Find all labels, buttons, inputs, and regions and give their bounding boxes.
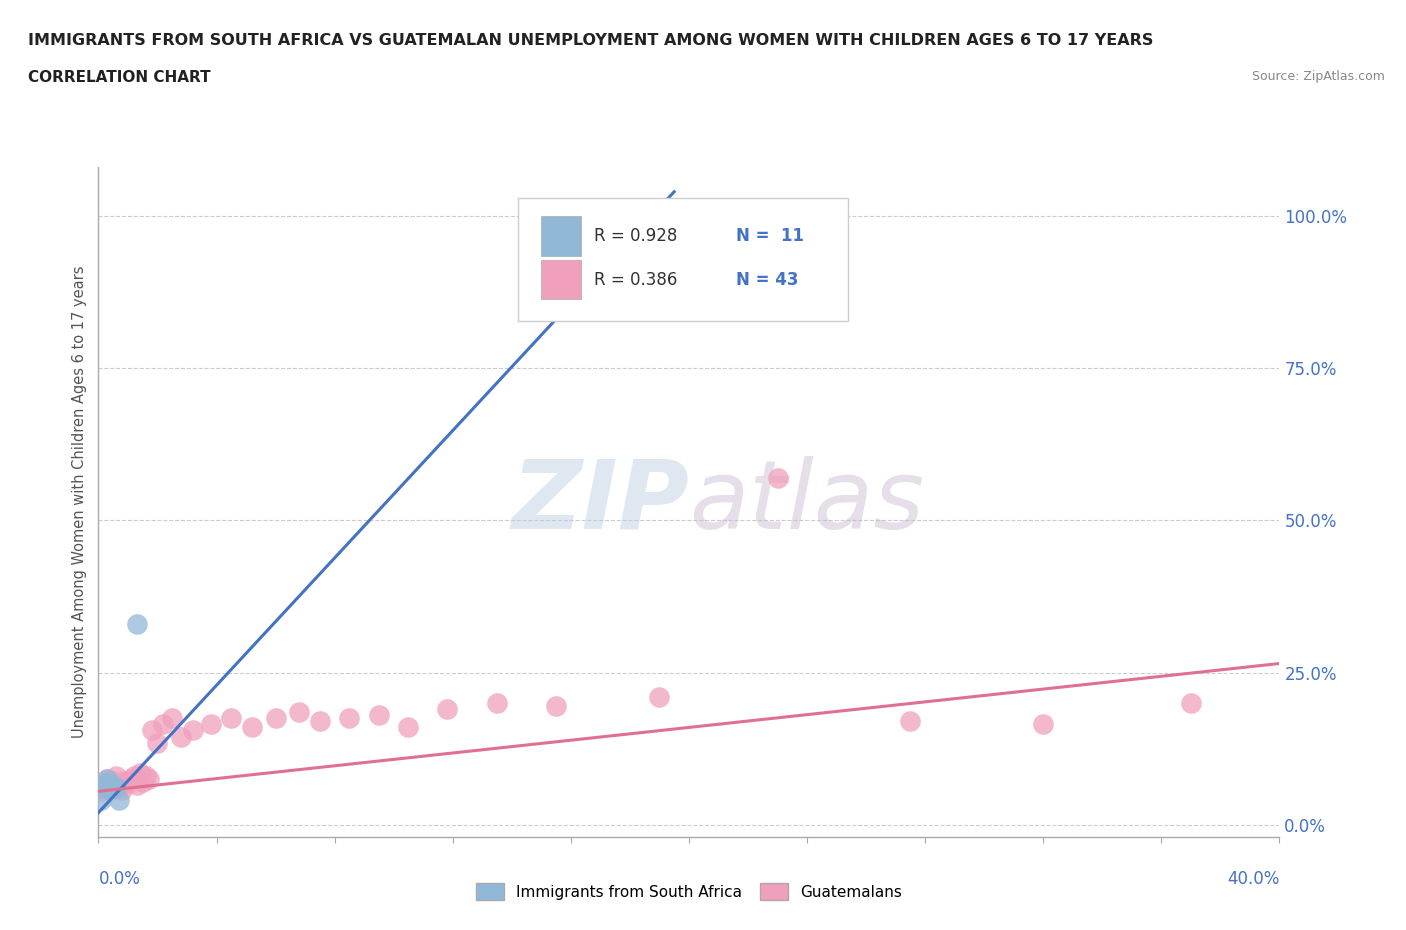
Point bbox=[96, 776, 118, 790]
Text: atlas: atlas bbox=[689, 456, 924, 549]
Point bbox=[766, 471, 789, 485]
Point bbox=[108, 781, 131, 796]
Point bbox=[170, 729, 193, 744]
FancyBboxPatch shape bbox=[517, 197, 848, 322]
Point bbox=[900, 714, 922, 729]
Point bbox=[368, 708, 391, 723]
Point bbox=[288, 705, 311, 720]
Point bbox=[398, 720, 420, 735]
Text: N =  11: N = 11 bbox=[737, 227, 804, 245]
Point bbox=[98, 782, 121, 797]
FancyBboxPatch shape bbox=[541, 217, 582, 256]
Point bbox=[125, 617, 148, 631]
Point bbox=[105, 779, 128, 794]
Point bbox=[546, 698, 568, 713]
Text: IMMIGRANTS FROM SOUTH AFRICA VS GUATEMALAN UNEMPLOYMENT AMONG WOMEN WITH CHILDRE: IMMIGRANTS FROM SOUTH AFRICA VS GUATEMAL… bbox=[28, 33, 1153, 47]
Point bbox=[117, 776, 139, 790]
Point bbox=[162, 711, 184, 725]
Text: ZIP: ZIP bbox=[510, 456, 689, 549]
Point bbox=[648, 689, 671, 704]
Point bbox=[1032, 717, 1054, 732]
Point bbox=[90, 784, 112, 799]
Point bbox=[108, 793, 131, 808]
Point bbox=[103, 774, 125, 789]
Point bbox=[486, 696, 509, 711]
FancyBboxPatch shape bbox=[541, 259, 582, 299]
Point bbox=[152, 717, 174, 732]
Point bbox=[96, 772, 118, 787]
Point bbox=[96, 772, 118, 787]
Point bbox=[132, 775, 155, 790]
Point bbox=[240, 720, 263, 735]
Text: N = 43: N = 43 bbox=[737, 271, 799, 288]
Point bbox=[96, 777, 118, 792]
Legend: Immigrants from South Africa, Guatemalans: Immigrants from South Africa, Guatemalan… bbox=[470, 876, 908, 907]
Point bbox=[90, 793, 112, 808]
Point bbox=[93, 781, 115, 796]
Point bbox=[125, 777, 148, 792]
Point bbox=[181, 723, 204, 737]
Point bbox=[114, 774, 136, 789]
Point bbox=[146, 736, 169, 751]
Point bbox=[138, 772, 160, 787]
Point bbox=[93, 777, 115, 792]
Point bbox=[122, 769, 145, 784]
Point bbox=[120, 772, 142, 787]
Point bbox=[111, 782, 134, 797]
Point bbox=[128, 765, 150, 780]
Point bbox=[103, 777, 125, 792]
Point bbox=[339, 711, 361, 725]
Text: CORRELATION CHART: CORRELATION CHART bbox=[28, 70, 211, 85]
Point bbox=[103, 781, 125, 796]
Y-axis label: Unemployment Among Women with Children Ages 6 to 17 years: Unemployment Among Women with Children A… bbox=[72, 266, 87, 738]
Point bbox=[221, 711, 243, 725]
Point bbox=[105, 777, 128, 792]
Point bbox=[98, 781, 121, 796]
Point bbox=[200, 717, 222, 732]
Point bbox=[98, 775, 121, 790]
Point bbox=[264, 711, 287, 725]
Text: R = 0.386: R = 0.386 bbox=[595, 271, 678, 288]
Point bbox=[309, 714, 332, 729]
Text: 40.0%: 40.0% bbox=[1227, 870, 1279, 887]
Point bbox=[135, 769, 157, 784]
Text: R = 0.928: R = 0.928 bbox=[595, 227, 678, 245]
Point bbox=[105, 769, 128, 784]
Text: 0.0%: 0.0% bbox=[98, 870, 141, 887]
Text: Source: ZipAtlas.com: Source: ZipAtlas.com bbox=[1251, 70, 1385, 83]
Point bbox=[436, 702, 458, 717]
Point bbox=[1180, 696, 1202, 711]
Point bbox=[613, 248, 636, 263]
Point bbox=[141, 723, 163, 737]
